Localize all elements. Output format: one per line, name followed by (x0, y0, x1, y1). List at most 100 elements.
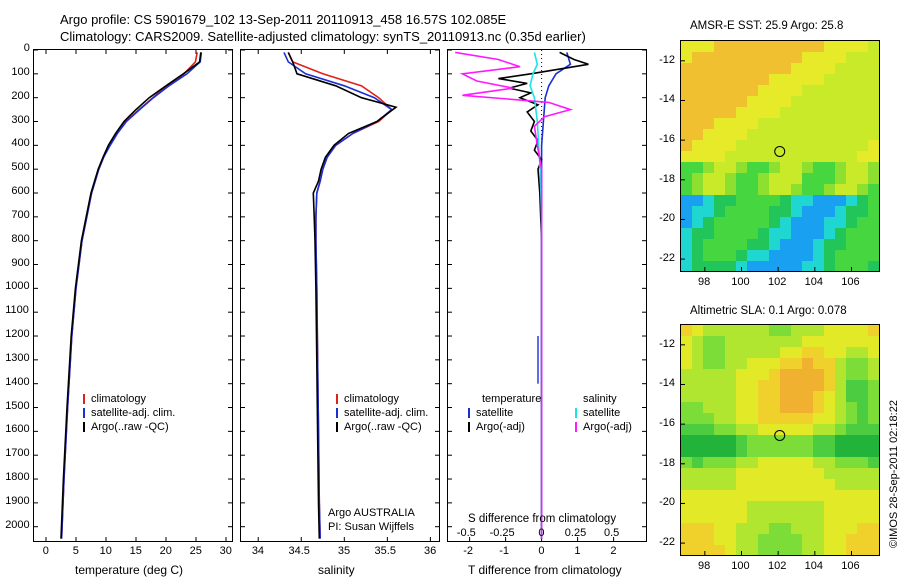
salinity-xlabel: salinity (318, 563, 355, 577)
y-tick-label: 0 (23, 42, 30, 54)
temperature-panel (33, 49, 233, 542)
heatmap-cell (846, 118, 858, 130)
heatmap-cell (747, 545, 759, 555)
heatmap-cell (857, 424, 869, 436)
heatmap-cell (692, 162, 704, 174)
heatmap-cell (747, 239, 759, 251)
heatmap-cell (725, 490, 737, 502)
heatmap-cell (681, 107, 693, 119)
heatmap-cell (703, 523, 715, 535)
s-tick-label: 0.25 (564, 527, 587, 539)
heatmap-cell (681, 184, 693, 196)
heatmap-cell (824, 490, 836, 502)
heatmap-cell (758, 74, 770, 86)
heatmap-cell (857, 195, 869, 207)
heatmap-cell (824, 96, 836, 108)
heatmap-cell (736, 162, 748, 174)
heatmap-cell (692, 369, 704, 381)
heatmap-cell (769, 358, 781, 370)
heatmap-cell (780, 512, 792, 524)
heatmap-cell (802, 140, 814, 152)
heatmap-cell (747, 347, 759, 359)
y-tick-label: 200 (11, 89, 30, 102)
heatmap-cell (747, 228, 759, 240)
heatmap-cell (692, 402, 704, 414)
heatmap-cell (747, 424, 759, 436)
heatmap-cell (692, 380, 704, 392)
heatmap-cell (857, 523, 869, 535)
heatmap-cell (681, 52, 693, 64)
heatmap-cell (857, 435, 869, 447)
heatmap-cell (835, 129, 847, 141)
heatmap-cell (714, 52, 726, 64)
y-tick-label: -22 (659, 536, 675, 549)
legend-s-argo-swatch (575, 422, 577, 432)
heatmap-cell (802, 402, 814, 414)
heatmap-cell (747, 490, 759, 502)
heatmap-cell (703, 347, 715, 359)
heatmap-cell (758, 358, 770, 370)
x-tick-label: 106 (841, 276, 860, 288)
heatmap-cell (692, 173, 704, 185)
heatmap-cell (824, 523, 836, 535)
heatmap-cell (846, 490, 858, 502)
heatmap-cell (769, 239, 781, 251)
heatmap-cell (780, 162, 792, 174)
heatmap-cell (769, 85, 781, 97)
heatmap-cell (835, 239, 847, 251)
heatmap-cell (681, 118, 693, 130)
heatmap-cell (835, 195, 847, 207)
heatmap-cell (802, 369, 814, 381)
heatmap-cell (714, 118, 726, 130)
heatmap-cell (747, 140, 759, 152)
heatmap-cell (791, 195, 803, 207)
heatmap-cell (835, 369, 847, 381)
heatmap-cell (846, 358, 858, 370)
heatmap-cell (758, 118, 770, 130)
heatmap-cell (868, 424, 879, 436)
heatmap-cell (747, 534, 759, 546)
heatmap-cell (769, 129, 781, 141)
heatmap-cell (725, 250, 737, 262)
y-tick-label: 1400 (5, 375, 30, 388)
sst-map-panel (680, 40, 880, 272)
x-tick-label: 20 (159, 545, 172, 557)
heatmap-cell (747, 479, 759, 491)
heatmap-cell (714, 523, 726, 535)
heatmap-cell (835, 63, 847, 75)
heatmap-cell (703, 173, 715, 185)
heatmap-cell (868, 261, 879, 271)
heatmap-cell (813, 184, 825, 196)
heatmap-cell (857, 173, 869, 185)
heatmap-cell (769, 41, 781, 53)
heatmap-cell (769, 206, 781, 218)
heatmap-cell (846, 173, 858, 185)
heatmap-cell (714, 261, 726, 271)
heatmap-cell (857, 63, 869, 75)
heatmap-cell (692, 228, 704, 240)
heatmap-cell (824, 206, 836, 218)
heatmap-cell (846, 512, 858, 524)
series-line-t-argo-adj- (498, 51, 589, 539)
y-tick-label: -20 (659, 212, 675, 225)
heatmap-cell (714, 85, 726, 97)
heatmap-cell (769, 250, 781, 262)
heatmap-cell (736, 184, 748, 196)
heatmap-cell (791, 96, 803, 108)
y-tick-label: 100 (11, 65, 30, 78)
heatmap-cell (813, 118, 825, 130)
heatmap-cell (824, 217, 836, 229)
heatmap-cell (780, 402, 792, 414)
legend-salinity-title: salinity (583, 393, 617, 405)
heatmap-cell (813, 347, 825, 359)
heatmap-cell (692, 523, 704, 535)
heatmap-cell (824, 501, 836, 513)
x-tick-label: 30 (219, 545, 232, 557)
heatmap-cell (835, 523, 847, 535)
heatmap-cell (857, 347, 869, 359)
heatmap-cell (747, 261, 759, 271)
legend-argo-swatch (83, 422, 85, 432)
difference-t-xlabel: T difference from climatology (468, 563, 622, 577)
heatmap-cell (846, 435, 858, 447)
heatmap-cell (747, 250, 759, 262)
